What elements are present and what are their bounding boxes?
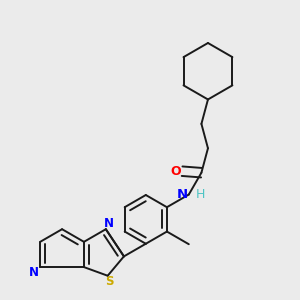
Text: N: N (28, 266, 39, 279)
Text: S: S (105, 275, 113, 288)
Text: O: O (170, 165, 181, 178)
Text: H: H (195, 188, 205, 201)
Text: N: N (104, 217, 114, 230)
Text: N: N (177, 188, 188, 201)
